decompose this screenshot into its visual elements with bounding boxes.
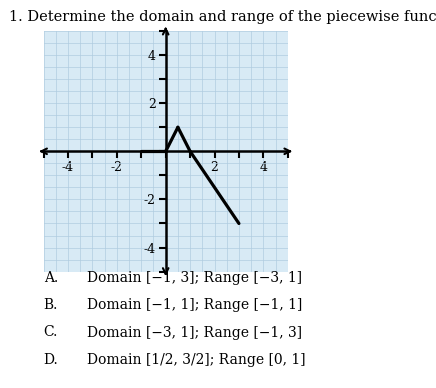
Text: Domain [−1, 3]; Range [−3, 1]: Domain [−1, 3]; Range [−3, 1] xyxy=(87,271,302,285)
Text: Domain [−1, 1]; Range [−1, 1]: Domain [−1, 1]; Range [−1, 1] xyxy=(87,298,303,312)
Text: D.: D. xyxy=(44,353,58,367)
Text: Domain [−3, 1]; Range [−1, 3]: Domain [−3, 1]; Range [−1, 3] xyxy=(87,326,302,340)
Text: A.: A. xyxy=(44,271,58,285)
Text: B.: B. xyxy=(44,298,58,312)
Text: C.: C. xyxy=(44,326,58,340)
Text: Domain [1/2, 3/2]; Range [0, 1]: Domain [1/2, 3/2]; Range [0, 1] xyxy=(87,353,306,367)
Text: 1. Determine the domain and range of the piecewise function.: 1. Determine the domain and range of the… xyxy=(9,10,436,24)
